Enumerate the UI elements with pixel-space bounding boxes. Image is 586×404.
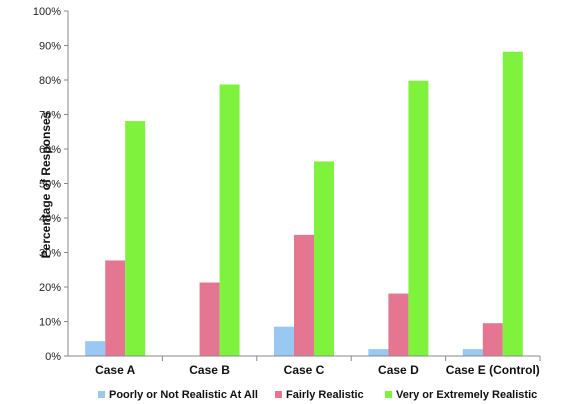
axes <box>67 11 541 361</box>
bar <box>368 349 389 356</box>
y-tick-label: 50% <box>39 179 61 191</box>
bar <box>125 121 146 357</box>
y-tick-label: 0% <box>45 351 61 363</box>
bar <box>482 323 503 356</box>
bar <box>85 341 106 356</box>
y-tick-label: 20% <box>39 282 61 294</box>
x-tick-label: Case B <box>189 363 230 377</box>
legend: Poorly or Not Realistic At All Fairly Rea… <box>98 389 537 401</box>
x-axis: Case A Case B Case C Case D Case E (Control) <box>95 363 540 377</box>
y-tick-label: 70% <box>39 110 61 122</box>
bar <box>105 260 126 356</box>
legend-label: Fairly Realistic <box>286 389 364 401</box>
y-tick-label: 60% <box>39 144 61 156</box>
legend-label: Poorly or Not Realistic At All <box>109 389 258 401</box>
x-tick-label: Case C <box>284 363 325 377</box>
y-axis: 0% 10% 20% 30% 40% 50% 60% 70% 80% 90% 100% <box>33 6 68 363</box>
y-tick-label: 90% <box>39 41 61 53</box>
legend-label: Very or Extremely Realistic <box>396 389 537 401</box>
legend-swatch <box>98 391 105 398</box>
legend-swatch <box>275 391 282 398</box>
y-axis-label: Percentage of Responses <box>39 111 53 258</box>
y-tick-label: 40% <box>39 213 61 225</box>
y-tick-label: 100% <box>33 6 61 18</box>
bar <box>219 84 240 357</box>
bar <box>462 349 483 356</box>
x-tick-label: Case D <box>378 363 419 377</box>
bar <box>314 161 334 356</box>
bar <box>294 234 314 356</box>
y-tick-label: 10% <box>39 317 61 329</box>
legend-swatch <box>385 391 392 398</box>
bar <box>502 51 523 357</box>
bar <box>199 282 220 356</box>
y-tick-label: 30% <box>39 248 61 260</box>
bars <box>85 51 523 357</box>
bar <box>408 80 429 356</box>
x-tick-label: Case A <box>95 363 136 377</box>
x-tick-label: Case E (Control) <box>446 363 540 377</box>
y-tick-label: 80% <box>39 75 61 87</box>
bar <box>388 293 409 356</box>
bar <box>274 326 294 356</box>
